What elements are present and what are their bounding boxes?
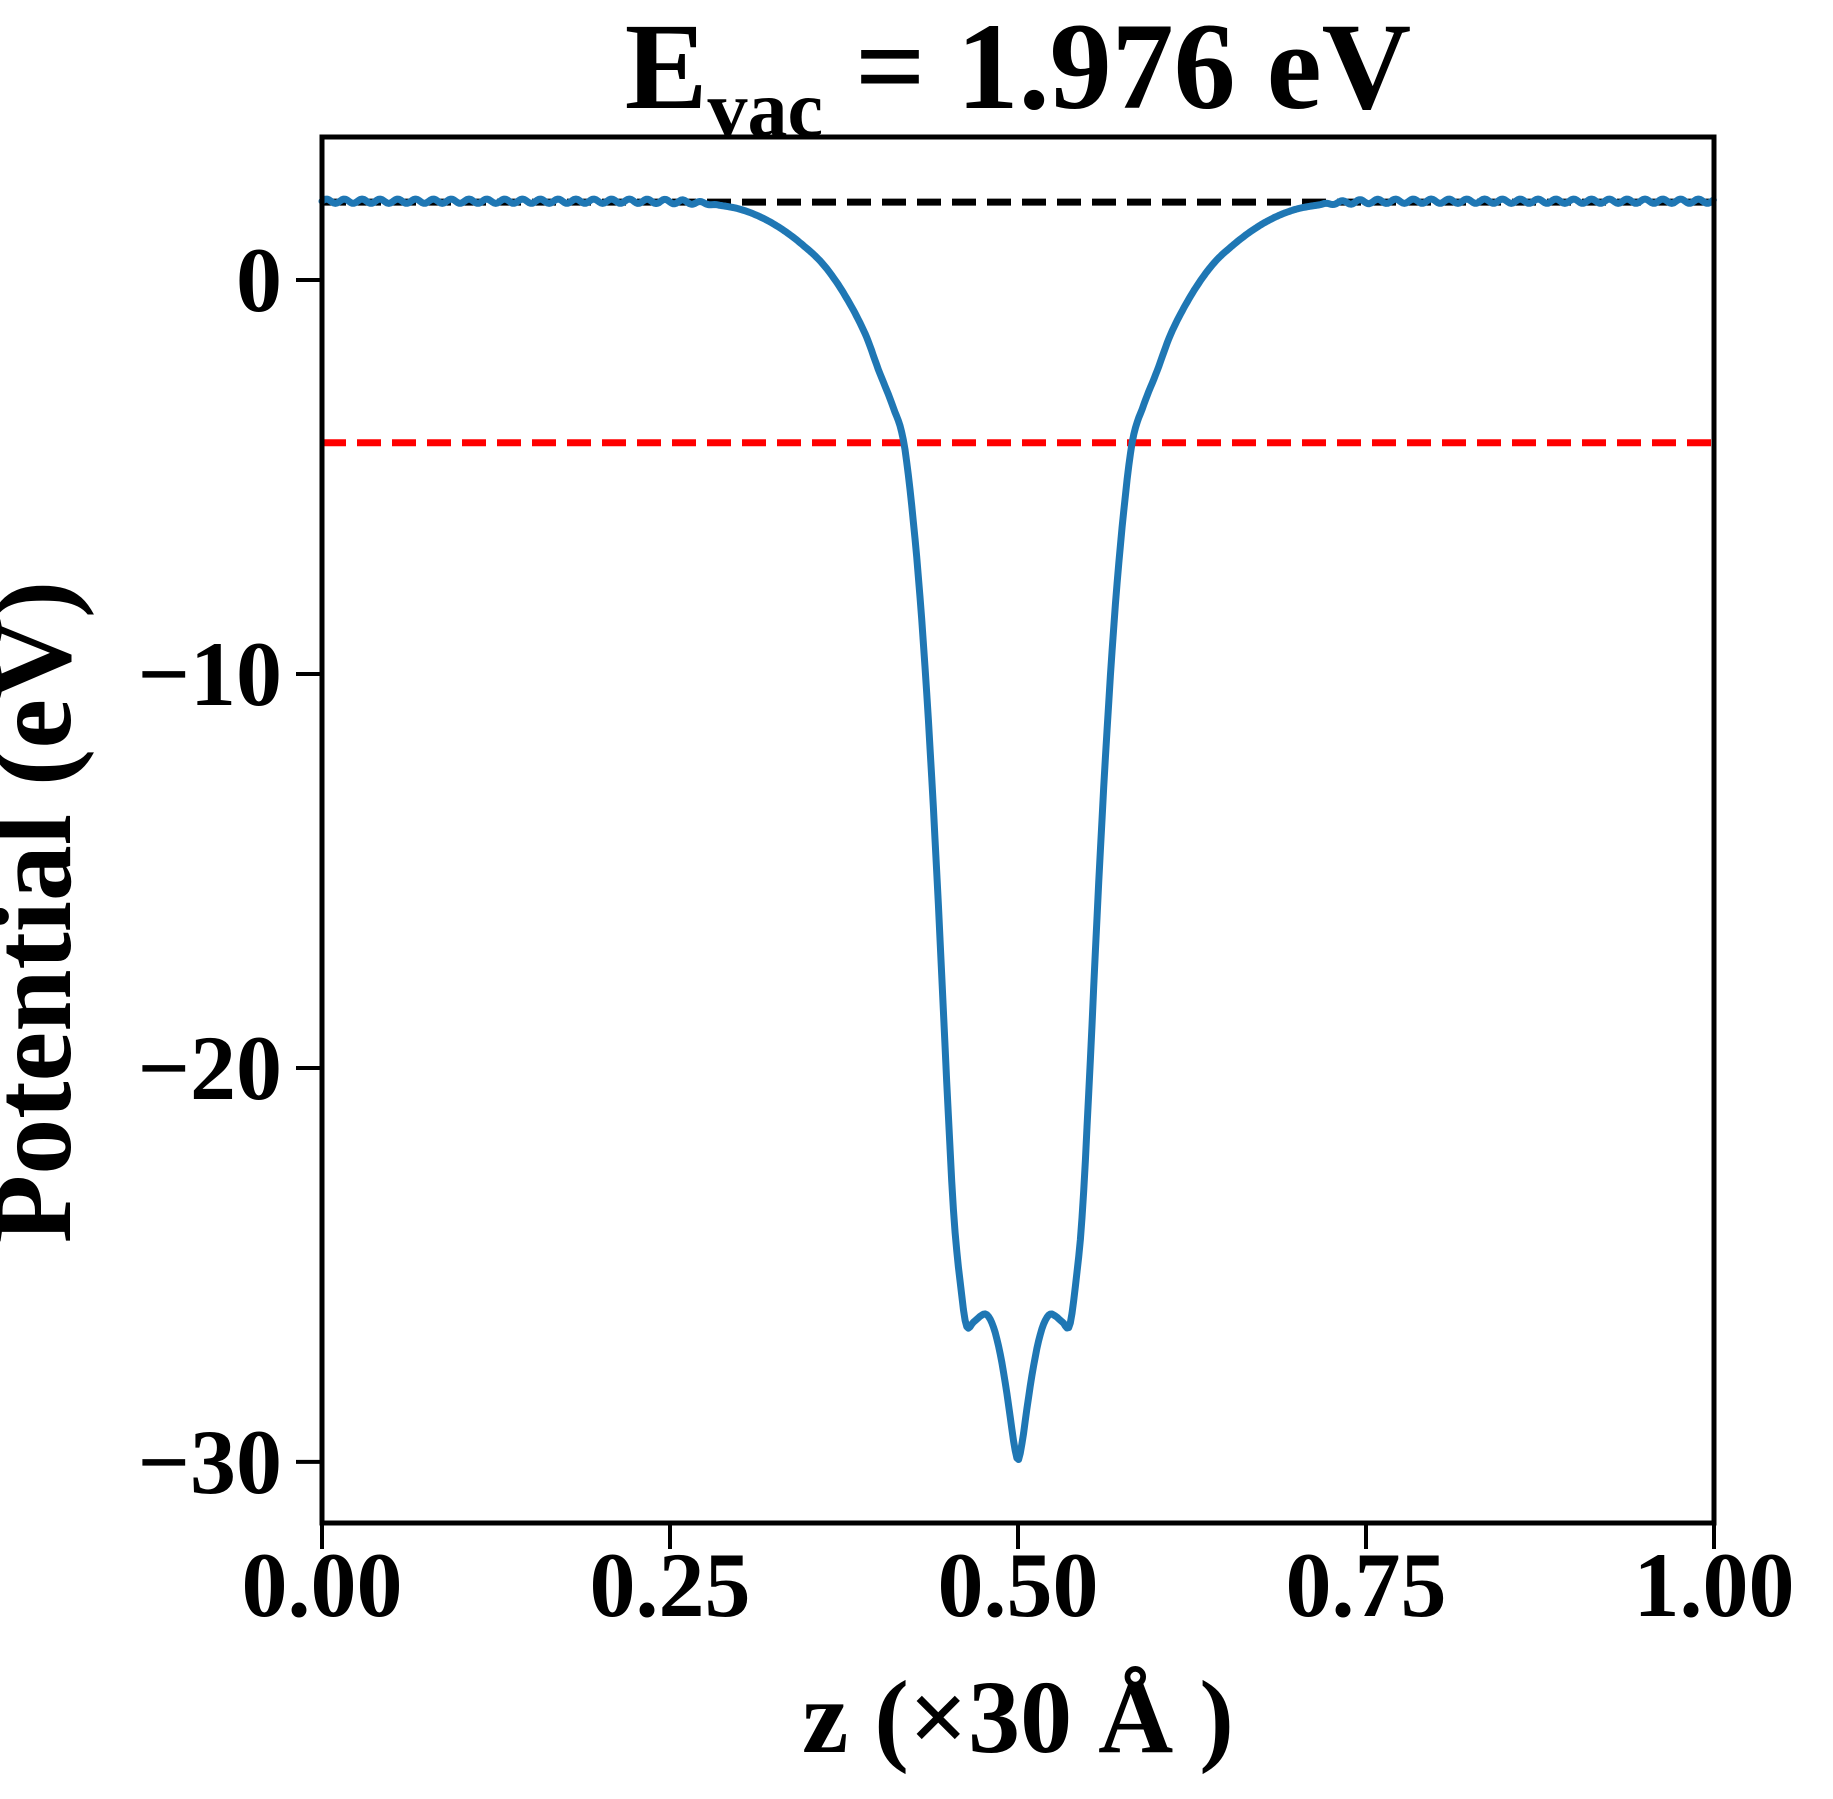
y-axis-label: Potential (eV)	[0, 581, 95, 1243]
plot-title: Evac = 1.976 eV	[625, 0, 1411, 154]
y-tick-label: −30	[138, 1411, 282, 1513]
y-tick-label: −20	[138, 1017, 282, 1119]
title-subscript: vac	[707, 66, 823, 154]
x-axis-label: z (×30 Å )	[802, 1660, 1234, 1775]
y-tick-label: 0	[236, 229, 282, 331]
x-tick-label: 1.00	[1634, 1534, 1795, 1636]
plot-border	[319, 134, 1717, 1526]
tick-labels-layer: 0.00 0.25 0.50 0.75 1.00 0 −10 −20 −30	[138, 229, 1795, 1636]
potential-curve	[318, 195, 1717, 1463]
title-symbol: E	[625, 0, 708, 135]
title-rest: = 1.976 eV	[855, 0, 1411, 135]
x-tick-label: 0.25	[590, 1534, 751, 1636]
x-tick-label: 0.75	[1286, 1534, 1447, 1636]
x-tick-label: 0.00	[242, 1534, 403, 1636]
axes-layer	[296, 134, 1717, 1549]
chart-lines-layer	[318, 195, 1717, 1463]
x-tick-label: 0.50	[938, 1534, 1099, 1636]
y-tick-label: −10	[138, 623, 282, 725]
